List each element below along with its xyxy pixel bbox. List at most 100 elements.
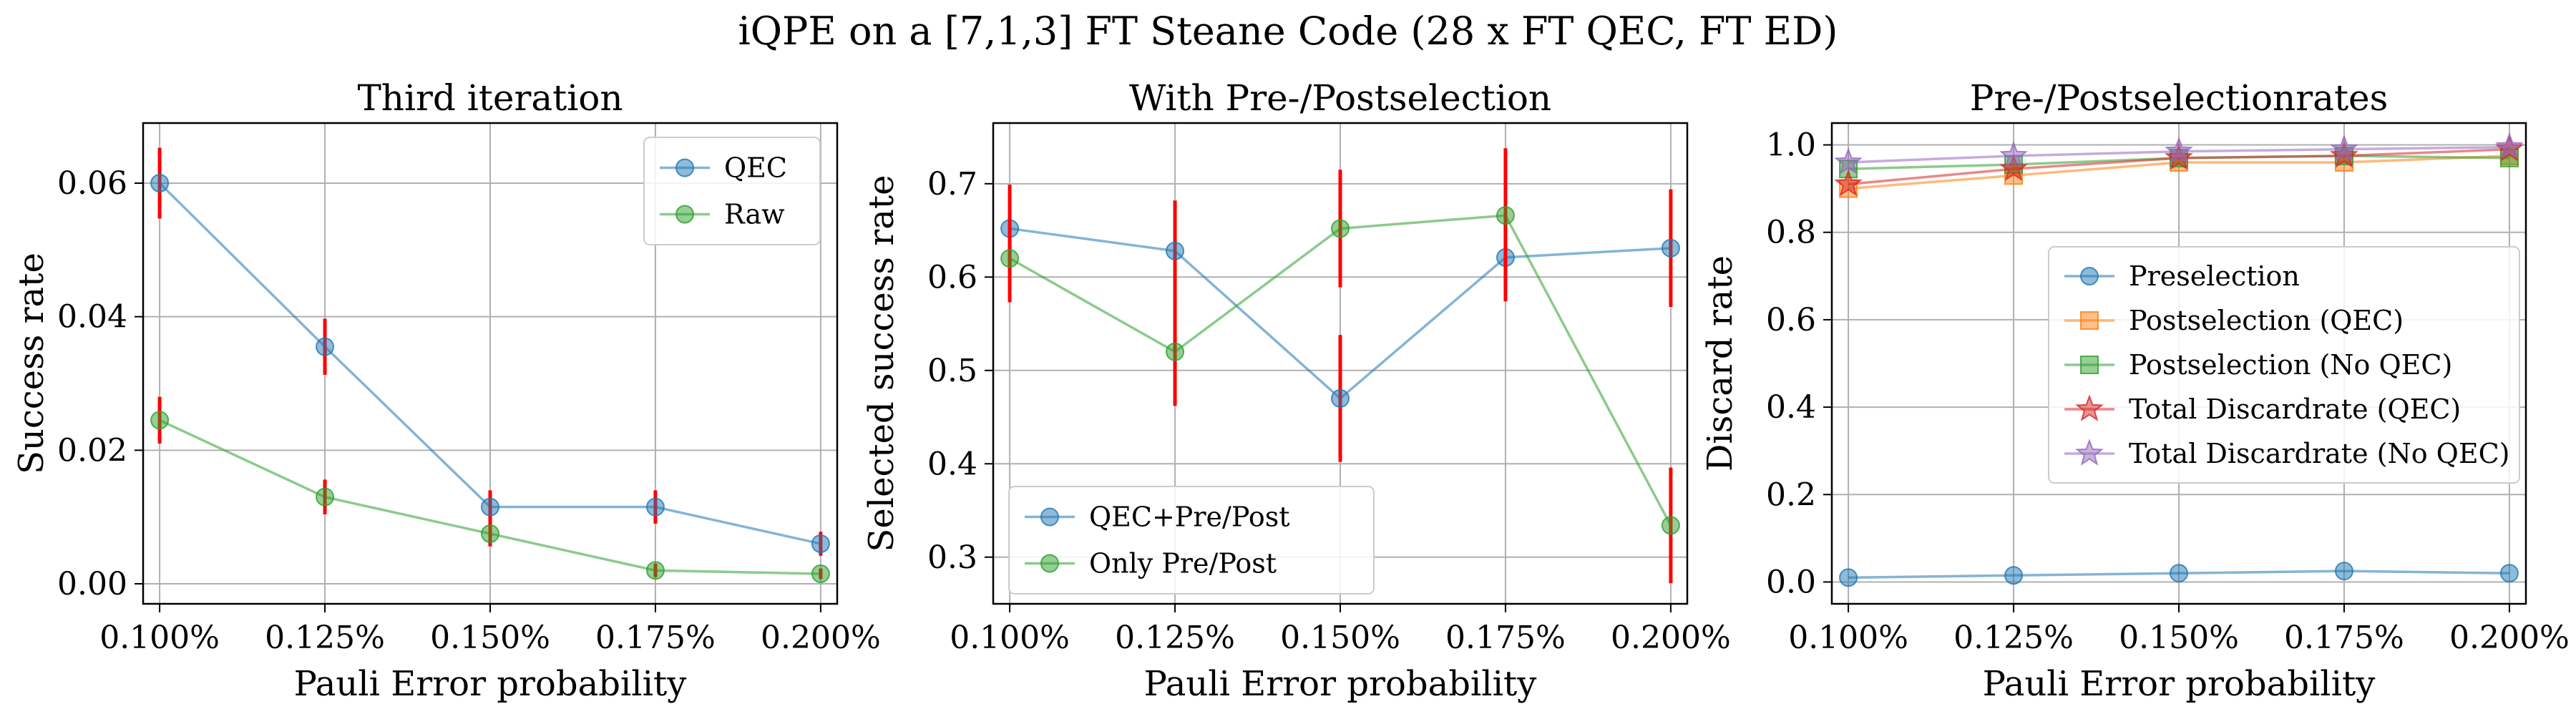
legend-item-total-discardrate-qec: Total Discardrate (QEC) — [2064, 393, 2461, 425]
data-point — [316, 487, 335, 507]
y-tick-label: 0.3 — [927, 539, 977, 576]
legend-label: Postselection (No QEC) — [2129, 349, 2452, 381]
y-tick-label: 0.02 — [57, 432, 127, 469]
data-point — [1331, 219, 1350, 238]
legend-box — [2048, 246, 2520, 484]
legend-label: Postselection (QEC) — [2129, 305, 2404, 336]
legend-label: Only Pre/Post — [1089, 548, 1277, 579]
legend-label: QEC — [724, 152, 787, 184]
data-point — [150, 411, 170, 430]
x-tick-label: 0.200% — [2449, 620, 2570, 656]
data-point — [1839, 568, 1858, 587]
axes-frame — [992, 122, 1689, 605]
data-point — [1331, 388, 1350, 408]
legend: QEC Raw — [643, 137, 821, 245]
data-point — [1661, 516, 1680, 535]
data-point — [481, 524, 499, 543]
data-point — [1166, 342, 1185, 361]
data-point — [811, 534, 830, 553]
y-tick-label: 0.8 — [1766, 215, 1816, 251]
panel-pre-postselection-rates: 0.100% 0.125% 0.150% 0.175% 0.200% 0.0 0.2 0.4 0… — [1700, 77, 2570, 704]
data-point — [1834, 169, 1863, 197]
data-point — [150, 174, 170, 192]
y-tick-label: 0.6 — [927, 259, 977, 295]
legend-label: Total Discardrate (No QEC) — [2129, 438, 2509, 469]
legend-item-total-discardrate-no-qec: Total Discardrate (No QEC) — [2064, 438, 2509, 469]
data-point — [481, 497, 499, 517]
legend-label: QEC+Pre/Post — [1089, 502, 1290, 533]
panel-third-iteration: 0.100% 0.125% 0.150% 0.175% 0.200% 0.00 0.02 0.… — [11, 77, 881, 704]
legend-marker — [2080, 267, 2099, 285]
y-axis-label: Selected success rate — [862, 175, 902, 552]
y-axis-label: Success rate — [11, 253, 52, 474]
legend-marker — [1040, 507, 1059, 527]
x-tick-label: 0.100% — [950, 620, 1070, 656]
series-only-pre-post — [1000, 148, 1680, 584]
legend-item-postselection-qec: Postselection (QEC) — [2064, 305, 2404, 336]
y-tick-label: 0.0 — [1766, 564, 1816, 600]
figure-suptitle: iQPE on a [7,1,3] FT Steane Code (28 x F… — [738, 9, 1838, 54]
series-qec — [150, 147, 830, 556]
y-tick-label: 0.4 — [1766, 389, 1816, 426]
y-tick-label: 0.00 — [57, 566, 127, 602]
legend-marker — [2075, 439, 2104, 466]
axes-frame — [1830, 122, 2527, 605]
data-point — [2165, 136, 2193, 164]
x-tick-label: 0.150% — [2119, 620, 2239, 656]
data-point — [645, 497, 665, 517]
data-point — [645, 561, 665, 580]
panel-title: Third iteration — [357, 77, 623, 119]
series-total-discardrate-no-qec — [1834, 132, 2524, 175]
legend-item-postselection-no-qec: Postselection (No QEC) — [2064, 349, 2452, 381]
x-tick-label: 0.150% — [1280, 620, 1400, 656]
data-point — [316, 337, 335, 356]
data-point — [2170, 564, 2188, 583]
data-point — [1999, 140, 2028, 168]
x-tick-label: 0.175% — [1445, 620, 1566, 656]
series-raw — [150, 396, 830, 583]
legend-marker — [2080, 356, 2099, 374]
data-point — [811, 564, 830, 583]
x-tick-label: 0.175% — [2284, 620, 2404, 656]
legend-marker — [1040, 554, 1059, 573]
y-axis-label: Discard rate — [1700, 255, 1740, 471]
y-tick-label: 0.4 — [927, 446, 977, 482]
y-tick-label: 0.5 — [927, 353, 977, 389]
x-tick-label: 0.175% — [595, 620, 716, 656]
legend-marker — [2075, 394, 2104, 421]
x-tick-label: 0.125% — [1115, 620, 1235, 656]
y-tick-label: 1.0 — [1766, 127, 1816, 164]
legend-item-preselection: Preselection — [2064, 260, 2300, 292]
legend: QEC+Pre/Post Only Pre/Post — [1008, 486, 1375, 595]
x-tick-label: 0.125% — [265, 620, 385, 656]
x-axis-label: Pauli Error probability — [1983, 664, 2376, 704]
x-tick-label: 0.100% — [99, 620, 220, 656]
y-tick-label: 0.2 — [1766, 476, 1816, 513]
legend-label: Preselection — [2129, 260, 2300, 292]
panel-with-pre-postselection: 0.100% 0.125% 0.150% 0.175% 0.200% 0.3 0.4 0.5 0… — [862, 77, 1731, 704]
x-axis-label: Pauli Error probability — [1144, 664, 1537, 704]
legend-marker — [675, 205, 694, 224]
legend-item-raw: Raw — [660, 199, 785, 230]
data-point — [1166, 241, 1185, 260]
legend-label: Raw — [724, 199, 785, 230]
legend-box — [1008, 486, 1375, 595]
data-point — [2334, 562, 2353, 581]
data-point — [1000, 249, 1020, 268]
legend-label: Total Discardrate (QEC) — [2129, 393, 2461, 425]
y-tick-label: 0.6 — [1766, 302, 1816, 338]
data-point — [1834, 147, 1863, 175]
legend: Preselection Postselection (QEC) Postselec… — [2048, 246, 2520, 484]
x-tick-label: 0.150% — [430, 620, 550, 656]
x-tick-label: 0.100% — [1788, 620, 1908, 656]
legend-marker — [675, 158, 694, 177]
legend-marker — [2080, 311, 2099, 330]
legend-item-only-pre-post: Only Pre/Post — [1025, 548, 1277, 579]
data-point — [2495, 132, 2524, 160]
legend-item-qec-pre-post: QEC+Pre/Post — [1025, 502, 1290, 533]
data-point — [1661, 238, 1680, 258]
data-point — [2330, 134, 2358, 162]
panel-title: Pre-/Postselectionrates — [1970, 77, 2389, 119]
